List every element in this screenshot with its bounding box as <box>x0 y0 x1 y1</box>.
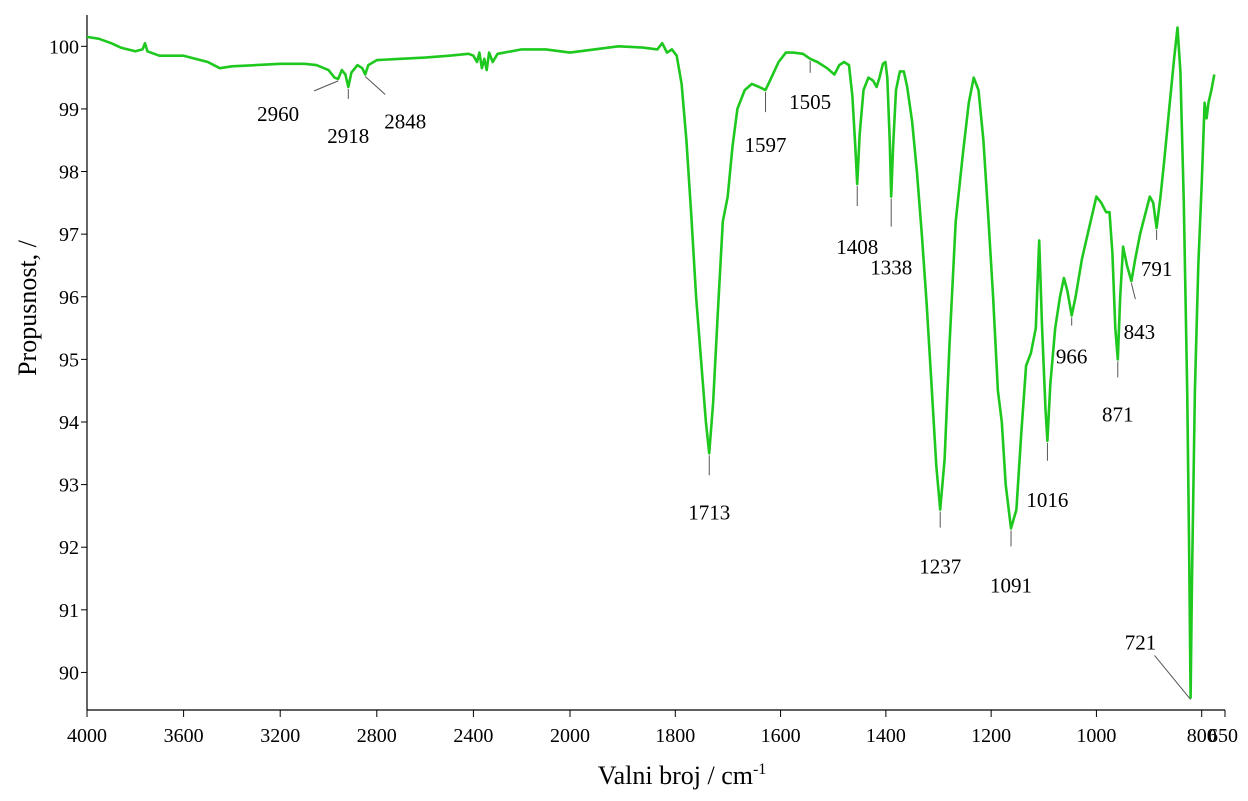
x-tick-label: 1800 <box>655 725 695 747</box>
y-tick-label: 93 <box>59 475 79 497</box>
peak-label: 1091 <box>990 573 1032 597</box>
peak-label: 843 <box>1124 320 1156 344</box>
peak-label: 966 <box>1056 345 1088 369</box>
peak-label: 1237 <box>919 555 961 579</box>
y-tick-label: 91 <box>59 600 79 622</box>
axes-layer <box>86 15 1225 711</box>
x-axis-title: Valni broj / cm-1 <box>598 761 767 790</box>
y-tick-label: 92 <box>59 537 79 559</box>
x-tick-label: 1000 <box>1076 725 1116 747</box>
y-tick-label: 98 <box>59 162 79 184</box>
y-axis-title: Propusnost, / <box>13 239 42 376</box>
y-tick-label: 94 <box>59 412 79 434</box>
y-tick-label: 95 <box>59 349 79 371</box>
x-axis-title-text: Valni broj / cm <box>598 761 753 790</box>
series-layer <box>86 26 1216 699</box>
y-tick-label: 96 <box>59 287 79 309</box>
peak-label: 1016 <box>1026 488 1068 512</box>
peak-leader-line <box>313 80 339 92</box>
peak-label: 1597 <box>745 133 787 157</box>
peak-label: 871 <box>1102 402 1134 426</box>
x-tick-label: 650 <box>1208 725 1238 747</box>
x-tick-label: 4000 <box>67 725 107 747</box>
x-tick-label: 1200 <box>971 725 1011 747</box>
peak-leader-line <box>364 76 386 95</box>
peak-label: 2918 <box>327 124 369 148</box>
x-tick-label: 2800 <box>357 725 397 747</box>
peak-label: 1505 <box>789 90 831 114</box>
peak-leader-line <box>1130 282 1136 300</box>
x-tick-label: 1600 <box>761 725 801 747</box>
x-tick-label: 1400 <box>866 725 906 747</box>
x-tick-label: 2400 <box>453 725 493 747</box>
y-tick-label: 90 <box>59 662 79 684</box>
peak-label: 1338 <box>870 256 912 280</box>
peak-label: 721 <box>1125 630 1157 654</box>
peak-leader-line <box>1154 655 1191 700</box>
y-tick-label: 99 <box>59 99 79 121</box>
x-tick-label: 2000 <box>550 725 590 747</box>
peak-label: 2960 <box>257 102 299 126</box>
ticks-layer: 90 91 92 93 94 95 96 97 98 99 100 4000 3600 3200 2800 2… <box>49 36 1238 747</box>
y-tick-label: 97 <box>59 224 79 246</box>
x-tick-label: 3600 <box>164 725 204 747</box>
peak-label: 1713 <box>688 500 730 524</box>
peak-label: 2848 <box>384 109 426 133</box>
peak-label: 791 <box>1141 257 1173 281</box>
x-axis-title-superscript: -1 <box>753 761 766 778</box>
spectrum-line <box>86 26 1216 699</box>
y-tick-label: 100 <box>49 36 79 58</box>
peak-label: 1408 <box>836 235 878 259</box>
x-tick-label: 800 <box>1187 725 1217 747</box>
x-tick-label: 3200 <box>260 725 300 747</box>
